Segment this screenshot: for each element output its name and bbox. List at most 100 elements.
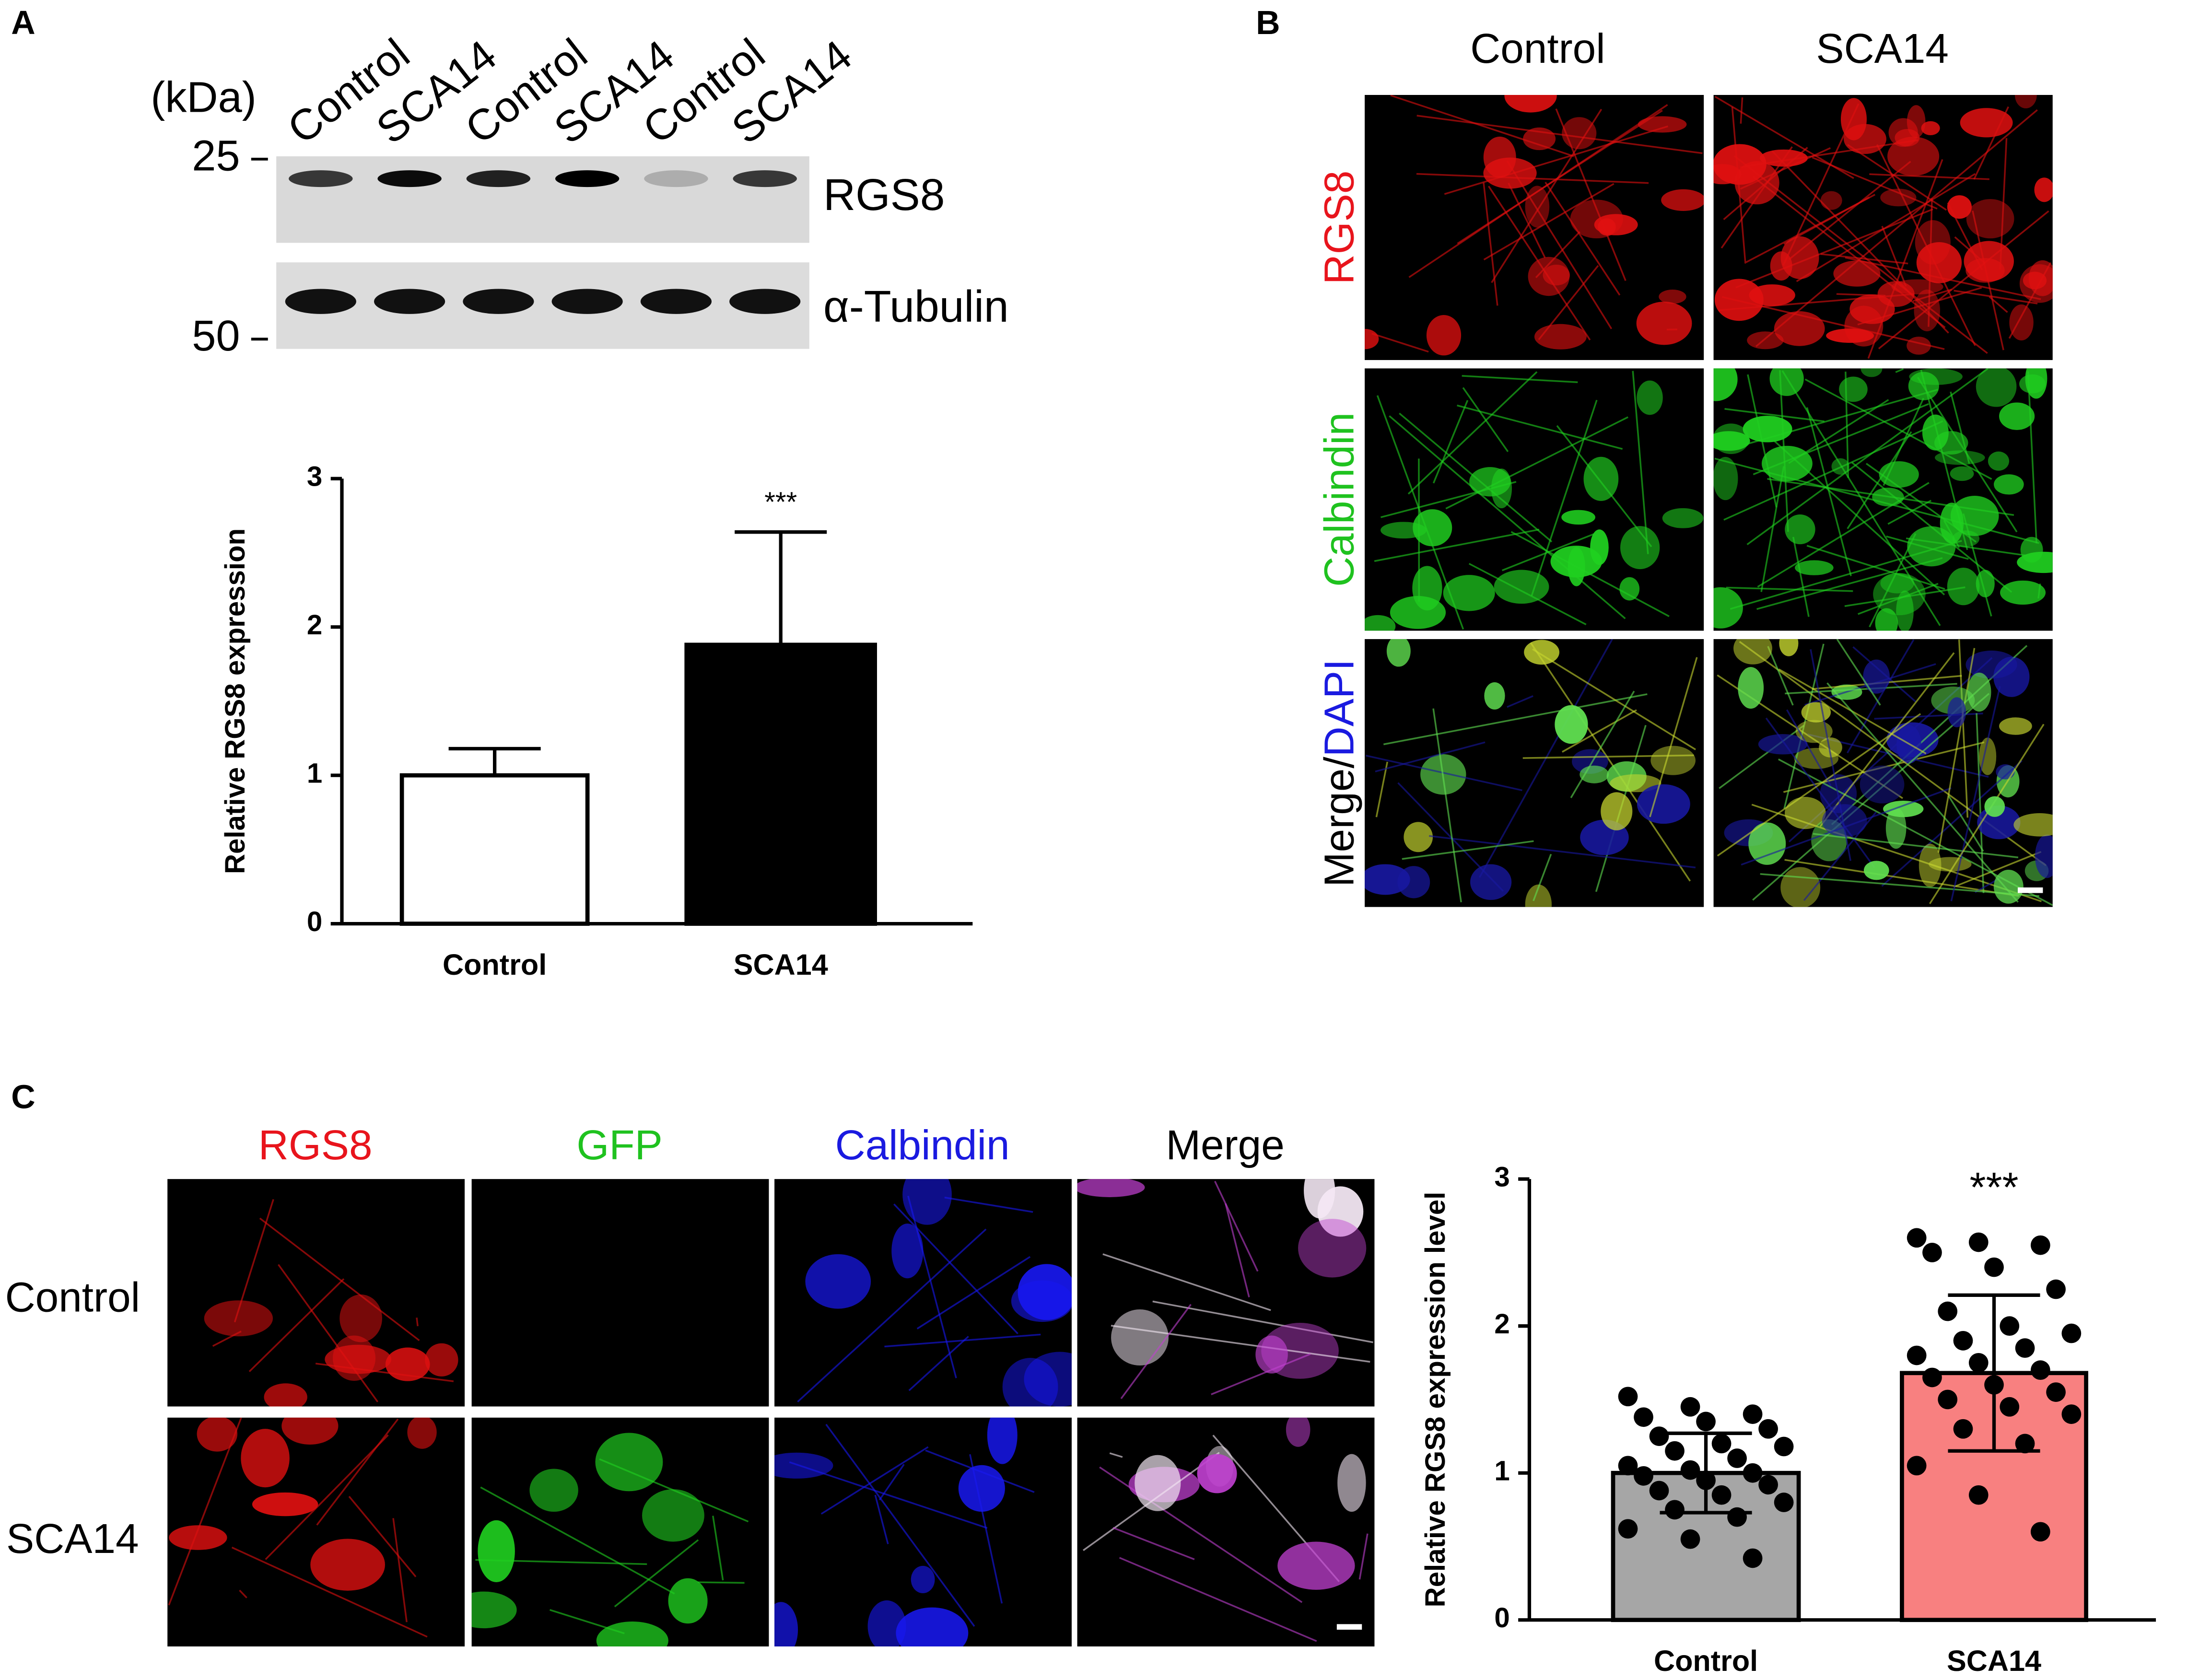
cell	[1820, 191, 1842, 210]
cell	[1779, 639, 1799, 656]
neurite	[712, 1516, 724, 1581]
neurite	[698, 1581, 745, 1584]
cell	[1590, 529, 1609, 565]
cell	[1966, 199, 2014, 239]
blot-band	[289, 170, 353, 187]
neurite	[1408, 104, 1668, 278]
neurite	[1740, 147, 1831, 190]
neurite	[789, 1461, 988, 1529]
neurite	[1555, 108, 1626, 281]
cell	[1494, 570, 1549, 604]
cell	[1822, 804, 1867, 838]
cell	[1412, 566, 1442, 611]
neurite	[1836, 639, 1881, 706]
blot-unit: (kDa)	[151, 73, 257, 121]
cell	[1404, 822, 1433, 852]
row-label: Merge/DAPI	[1316, 659, 1363, 887]
neurite	[1111, 1325, 1370, 1363]
cell	[1863, 659, 1890, 694]
neurite	[1929, 723, 2045, 904]
cell	[1135, 1455, 1181, 1511]
cell	[1860, 765, 1905, 804]
column-label: SCA14	[1816, 25, 1949, 72]
data-point	[1953, 1330, 1973, 1351]
cell	[1011, 1280, 1072, 1322]
neurite	[1483, 183, 1615, 261]
blot-band	[640, 289, 712, 314]
neurite	[1741, 787, 1952, 866]
micrograph-content	[1365, 95, 1704, 356]
cell	[1993, 870, 2024, 904]
neurite	[1886, 535, 1969, 560]
cell	[1661, 189, 1704, 211]
cell	[1780, 236, 1819, 280]
blot-band	[555, 170, 620, 187]
micrograph-content	[774, 1417, 1035, 1647]
data-point	[2030, 1360, 2050, 1380]
cell	[1397, 866, 1430, 898]
cell	[1993, 474, 2024, 495]
neurite	[1756, 557, 1943, 610]
x-tick-label: SCA14	[1947, 1645, 2041, 1677]
cell	[1976, 368, 2017, 407]
neurite	[348, 1495, 417, 1577]
data-point	[1618, 1387, 1638, 1407]
cell	[774, 1452, 833, 1479]
neurite	[1432, 708, 1462, 902]
cell	[2009, 304, 2034, 341]
cell	[1286, 1417, 1310, 1447]
neurite	[1847, 639, 1915, 754]
scale-bar	[1336, 1624, 1362, 1630]
blot-band	[374, 289, 445, 314]
cell	[1877, 281, 1915, 307]
cell	[1381, 522, 1427, 539]
cell	[595, 1433, 663, 1492]
blot-band	[466, 170, 531, 187]
neurite	[1819, 652, 1955, 827]
neurite	[797, 1228, 987, 1402]
panel-label: C	[11, 1078, 35, 1116]
cell	[774, 1602, 798, 1647]
cell	[1819, 737, 1842, 758]
neurite	[1810, 649, 1851, 861]
neurite	[1806, 545, 1945, 590]
cell	[1255, 1335, 1288, 1374]
neurite	[2027, 371, 2037, 544]
blot-band	[463, 289, 534, 314]
neurite	[1760, 873, 2040, 897]
neurite	[1760, 466, 1785, 592]
column-label: Merge	[1166, 1121, 1284, 1168]
neurite	[1083, 1452, 1220, 1552]
neurite	[916, 1256, 1031, 1330]
neurite	[1397, 782, 1504, 892]
protein-label: α-Tubulin	[823, 281, 1009, 331]
row-label: SCA14	[6, 1515, 139, 1562]
cell	[1659, 289, 1686, 304]
neurite	[1950, 686, 2001, 901]
column-label: Calbindin	[835, 1121, 1010, 1168]
neurite	[1532, 648, 1696, 750]
cell	[2035, 834, 2053, 878]
cell	[1966, 650, 2017, 679]
cell	[1426, 315, 1462, 356]
micrograph-content	[1365, 371, 1704, 631]
cell	[1620, 526, 1660, 570]
neurite	[825, 1423, 975, 1627]
neurite	[231, 1546, 428, 1638]
cell	[1024, 1352, 1072, 1407]
neurite	[1444, 125, 1668, 195]
blot-band	[377, 170, 442, 187]
cell	[1801, 702, 1831, 723]
cell	[1839, 376, 1868, 402]
cell	[252, 1492, 318, 1517]
blot-band	[551, 289, 623, 314]
data-point	[1758, 1419, 1778, 1439]
cell	[1988, 451, 2010, 471]
data-point	[1743, 1404, 1763, 1424]
neurite	[1976, 713, 1985, 893]
cell	[1964, 241, 2014, 282]
neurite	[820, 1446, 929, 1515]
cell	[197, 1417, 238, 1452]
neurite	[278, 1264, 379, 1402]
